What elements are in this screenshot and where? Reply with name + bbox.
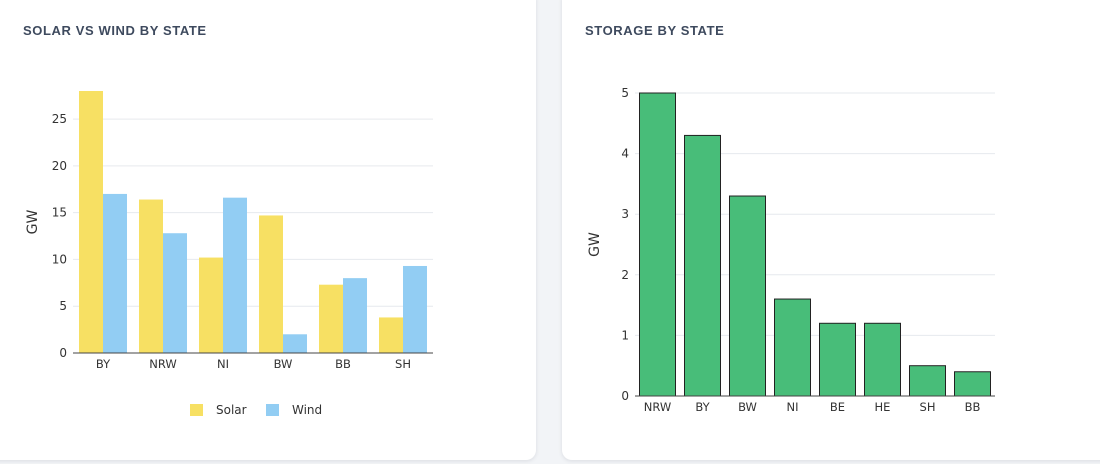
y-tick-label: 15: [52, 206, 67, 220]
y-axis-label: GW: [25, 210, 41, 235]
bar-solar-bb: [319, 284, 343, 353]
bar-storage-bb: [954, 371, 991, 397]
legend-swatch-wind: [266, 404, 279, 416]
y-tick-label: 3: [621, 207, 629, 221]
x-tick-label: NI: [217, 357, 229, 371]
y-tick-label: 5: [59, 299, 67, 313]
y-axis-label: GW: [587, 232, 603, 257]
x-tick-label: SH: [395, 357, 411, 371]
legend-swatch-solar: [190, 404, 203, 416]
y-tick-label: 0: [59, 346, 67, 360]
bar-wind-bb: [343, 278, 367, 353]
bar-storage-nrw: [639, 92, 676, 397]
y-tick-label: 25: [52, 112, 67, 126]
x-tick-label: BY: [695, 400, 710, 414]
bar-solar-bw: [259, 215, 283, 353]
x-tick-label: HE: [875, 400, 891, 414]
bar-wind-by: [103, 193, 127, 353]
bar-storage-he: [864, 322, 901, 397]
legend-label-solar: Solar: [216, 403, 247, 417]
bar-solar-ni: [199, 257, 223, 353]
bar-storage-bw: [729, 195, 766, 397]
x-tick-label: BE: [830, 400, 845, 414]
legend-label-wind: Wind: [292, 403, 322, 417]
bar-wind-ni: [223, 197, 247, 353]
bar-wind-nrw: [163, 233, 187, 353]
bar-storage-by: [684, 134, 721, 397]
bar-solar-sh: [379, 317, 403, 353]
bar-wind-sh: [403, 265, 427, 353]
bar-storage-be: [819, 322, 856, 397]
bar-storage-ni: [774, 298, 811, 397]
x-tick-label: NRW: [644, 400, 672, 414]
x-tick-label: BW: [738, 400, 757, 414]
card-title: SOLAR VS WIND BY STATE: [23, 23, 207, 38]
bar-solar-by: [79, 91, 103, 353]
card-title: STORAGE BY STATE: [585, 23, 725, 38]
x-tick-label: BY: [96, 357, 111, 371]
x-tick-label: SH: [920, 400, 936, 414]
y-tick-label: 10: [52, 252, 67, 266]
bar-storage-sh: [909, 365, 946, 397]
x-tick-label: BW: [274, 357, 293, 371]
y-tick-label: 0: [621, 389, 629, 403]
y-tick-label: 20: [52, 159, 67, 173]
y-tick-label: 2: [621, 268, 629, 282]
x-tick-label: BB: [335, 357, 351, 371]
y-tick-label: 5: [621, 86, 629, 100]
x-tick-label: NI: [787, 400, 799, 414]
bar-solar-nrw: [139, 199, 163, 353]
x-tick-label: BB: [965, 400, 981, 414]
y-tick-label: 1: [621, 328, 629, 342]
bar-wind-bw: [283, 334, 307, 353]
y-tick-label: 4: [621, 147, 629, 161]
x-tick-label: NRW: [149, 357, 177, 371]
